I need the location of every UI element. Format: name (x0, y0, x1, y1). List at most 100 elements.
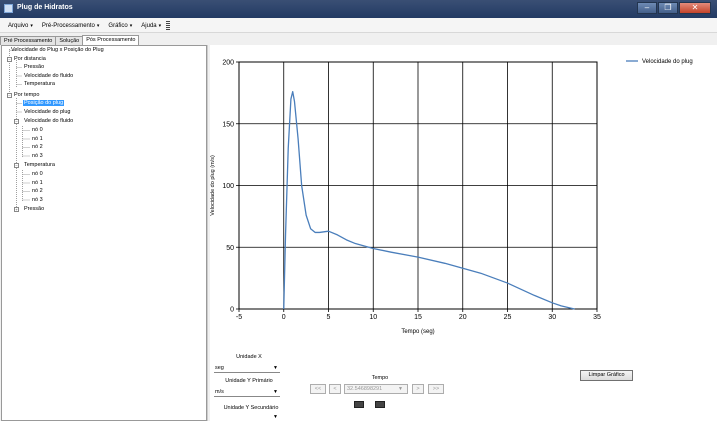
chart-legend: Velocidade do plug (626, 59, 693, 65)
tree-item-vf-no-2[interactable]: nó 2 (32, 144, 43, 151)
tree-item-por-distancia[interactable]: Por distancia (14, 56, 46, 63)
x-tick-label: 10 (369, 314, 377, 321)
unidade-y1-value: m/s (215, 389, 224, 395)
minimize-button[interactable]: – (637, 2, 657, 14)
tree-item-pressao[interactable]: Pressão (24, 64, 44, 71)
chevron-down-icon: ▾ (96, 22, 100, 29)
chevron-down-icon: ▼ (273, 389, 278, 395)
tree-item-label: nó 2 (32, 188, 43, 194)
tab-solucao[interactable]: Solução (55, 36, 84, 45)
chevron-down-icon: ▼ (398, 386, 403, 392)
x-tick-label: 35 (593, 314, 601, 321)
tree-item-velocidade-plug[interactable]: Velocidade do plug (24, 109, 70, 116)
controls-panel: Unidade X seg ▼ Unidade Y Primário m/s ▼… (210, 348, 717, 421)
menu-arquivo[interactable]: Arquivo ▾ (8, 23, 33, 29)
tree-item-por-tempo[interactable]: Por tempo (14, 92, 39, 99)
tree-item-label: Por tempo (14, 92, 40, 98)
tree-item-temperatura-tempo[interactable]: Temperatura (24, 162, 55, 169)
tree-item-label: Por distancia (14, 56, 46, 62)
collapse-icon[interactable]: − (7, 93, 12, 98)
expand-icon[interactable]: + (14, 207, 19, 212)
unidade-x-select[interactable]: seg ▼ (214, 365, 280, 373)
tree-item-label: nó 0 (32, 171, 43, 177)
x-tick-label: 15 (414, 314, 422, 321)
menu-pre-processamento[interactable]: Pré-Processamento ▾ (42, 23, 100, 29)
chevron-down-icon: ▼ (273, 414, 278, 420)
unidade-y2-label: Unidade Y Secundário (223, 405, 279, 411)
collapse-icon[interactable]: − (7, 57, 12, 62)
legend-label: Velocidade do plug (642, 59, 693, 65)
chart-grid (238, 61, 598, 310)
x-tick-label: -5 (236, 314, 242, 321)
tree-item-label: nó 3 (32, 153, 43, 159)
x-tick-label: 20 (459, 314, 467, 321)
tree-item-vf-no-1[interactable]: nó 1 (32, 136, 43, 143)
unidade-x-label: Unidade X (236, 354, 262, 360)
title-bar: Plug de Hidratos – ❐ ✕ (0, 0, 717, 18)
tree-item-label: Pressão (24, 206, 45, 212)
y-tick-label: 100 (222, 183, 234, 190)
tree-item-t-no-0[interactable]: nó 0 (32, 171, 43, 178)
last-frame-button[interactable]: >> (428, 384, 444, 394)
y-tick-label: 0 (230, 307, 234, 314)
unidade-y1-select[interactable]: m/s ▼ (214, 389, 280, 397)
tempo-value: 32.546898291 (347, 386, 383, 392)
prev-frame-button[interactable]: < (329, 384, 341, 394)
tree-item-label: Pressão (24, 64, 45, 70)
window-title: Plug de Hidratos (17, 4, 73, 11)
unidade-x-value: seg (215, 365, 224, 371)
chevron-down-icon: ▼ (273, 365, 278, 371)
splitter[interactable] (207, 45, 210, 421)
close-button[interactable]: ✕ (679, 2, 711, 14)
results-tree[interactable]: Velocidade do Plug x Posição do Plug − P… (1, 45, 207, 421)
stop-icon[interactable] (375, 401, 385, 408)
tree-item-velocidade-fluido[interactable]: Velocidade do fluido (24, 73, 73, 80)
maximize-button[interactable]: ❐ (658, 2, 678, 14)
tempo-label: Tempo (371, 375, 389, 381)
menu-grafico[interactable]: Gráfico ▾ (108, 23, 132, 29)
menu-arquivo-label: Arquivo (8, 22, 29, 29)
tree-item-pressao-tempo[interactable]: Pressão (24, 206, 44, 213)
tree-item-label: Temperatura (24, 81, 55, 87)
tree-item-t-no-3[interactable]: nó 3 (32, 197, 43, 204)
tree-item-label: Temperatura (24, 162, 55, 168)
collapse-icon[interactable]: − (14, 163, 19, 168)
tree-item-label: nó 1 (32, 180, 43, 186)
tree-item-temperatura[interactable]: Temperatura (24, 81, 55, 88)
chart-panel: -5 0 5 10 15 20 25 30 35 0 50 100 150 200 Tempo (seg)… (210, 45, 717, 348)
collapse-icon[interactable]: − (14, 119, 19, 124)
tree-item-vf-no-3[interactable]: nó 3 (32, 153, 43, 160)
tree-item-label: Posição do plug (23, 100, 65, 106)
tree-item-label: nó 3 (32, 197, 43, 203)
tree-item-t-no-1[interactable]: nó 1 (32, 180, 43, 187)
x-tick-label: 25 (504, 314, 512, 321)
tree-item-label: Velocidade do fluido (24, 118, 74, 124)
x-tick-label: 0 (282, 314, 286, 321)
next-frame-button[interactable]: > (412, 384, 424, 394)
tab-pre-processamento[interactable]: Pré Processamento (0, 36, 57, 45)
y-tick-label: 200 (222, 60, 234, 67)
tab-strip: Pré Processamento Solução Pós Processame… (0, 35, 140, 45)
menu-ajuda[interactable]: Ajuda ▾ (141, 23, 161, 29)
y-axis-label: Velocidade do plug (m/s) (210, 155, 216, 216)
tree-item-label: Velocidade do fluido (24, 73, 74, 79)
first-frame-button[interactable]: << (310, 384, 326, 394)
limpar-grafico-button[interactable]: Limpar Gráfico (580, 370, 633, 381)
tree-item-vf-no-0[interactable]: nó 0 (32, 127, 43, 134)
unidade-y1-label: Unidade Y Primário (225, 378, 273, 384)
tree-item-t-no-2[interactable]: nó 2 (32, 188, 43, 195)
menu-grafico-label: Gráfico (108, 22, 128, 29)
tree-item-velocidade-x-posicao[interactable]: Velocidade do Plug x Posição do Plug (11, 47, 104, 54)
app-icon (4, 4, 13, 13)
play-icon[interactable] (354, 401, 364, 408)
tree-item-posicao-plug[interactable]: Posição do plug (23, 100, 65, 107)
x-axis-label: Tempo (seg) (401, 329, 434, 335)
tempo-select[interactable]: 32.546898291 ▼ (344, 384, 408, 394)
toolbar-gripper-icon[interactable] (166, 20, 171, 31)
unidade-y2-select[interactable]: ▼ (214, 414, 280, 421)
tab-pos-processamento[interactable]: Pós Processamento (82, 35, 140, 45)
tree-item-velocidade-fluido-tempo[interactable]: Velocidade do fluido (24, 118, 73, 125)
x-tick-label: 30 (548, 314, 556, 321)
